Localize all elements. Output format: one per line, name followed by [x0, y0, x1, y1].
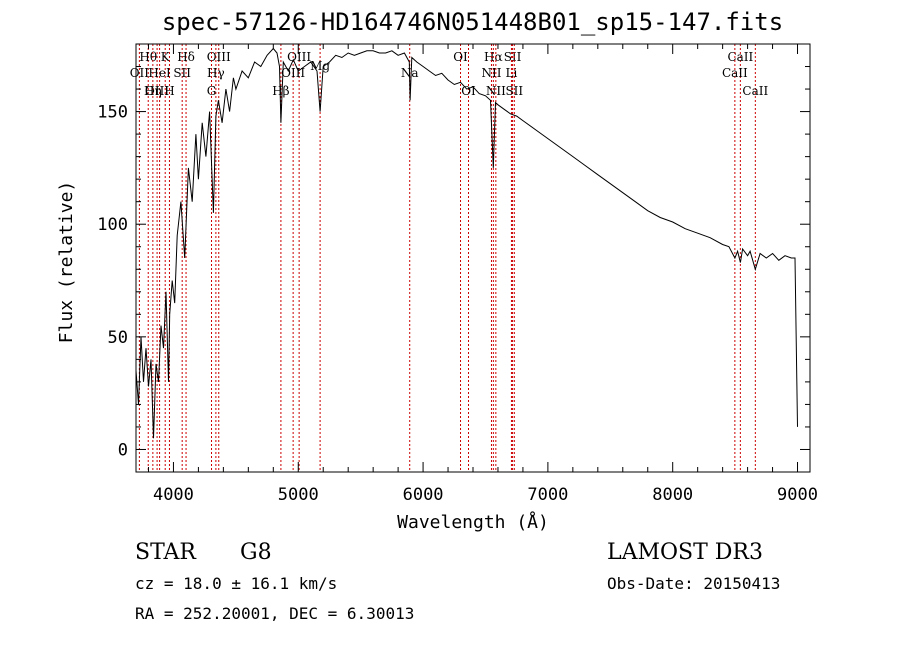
- line-marker-label-22: SII: [504, 50, 522, 64]
- redshift-readout: cz = 18.0 ± 16.1 km/s: [135, 574, 338, 593]
- y-axis-title: Flux (relative): [56, 181, 77, 344]
- line-marker-label-8: H: [164, 84, 174, 98]
- line-marker-label-5: Hη: [144, 84, 162, 98]
- line-marker-label-6: Hδ: [177, 50, 195, 64]
- spectrum-series: [135, 47, 798, 439]
- y-tick-label-100: 100: [97, 215, 128, 235]
- y-tick-label-50: 50: [108, 328, 128, 348]
- series-line-spectrum: [135, 47, 798, 439]
- line-marker-label-20: NII: [481, 66, 501, 80]
- line-marker-label-19: Hα: [484, 50, 503, 64]
- line-marker-label-11: G: [207, 84, 217, 98]
- line-marker-label-24: SII: [505, 84, 523, 98]
- y-tick-label-150: 150: [97, 103, 128, 123]
- chart-title: spec-57126-HD164746N051448B01_sp15-147.f…: [161, 8, 784, 36]
- line-marker-label-2: OIII: [145, 84, 169, 98]
- line-marker-label-26: CaII: [722, 66, 748, 80]
- line-marker-label-0: Hθ: [139, 50, 157, 64]
- x-tick-label-8000: 8000: [652, 485, 693, 505]
- line-markers: HθOIIOIIIKHeIHηHδSIIHOIIIHγGOIIIOIIIHβMg…: [130, 44, 768, 472]
- x-tick-label-9000: 9000: [777, 485, 818, 505]
- line-marker-label-21: NII: [486, 84, 506, 98]
- obs-date: Obs-Date: 20150413: [607, 574, 781, 593]
- line-marker-label-25: CaII: [727, 50, 753, 64]
- line-marker-label-4: HeI: [148, 66, 171, 80]
- x-tick-label-6000: 6000: [403, 485, 444, 505]
- x-tick-label-4000: 4000: [153, 485, 194, 505]
- object-class: STAR: [135, 540, 196, 565]
- axis-ticks: 4000 5000 6000 7000 8000 9000 0 50 100 150: [97, 44, 818, 505]
- line-marker-label-14: Hβ: [272, 84, 289, 98]
- y-tick-label-0: 0: [118, 440, 128, 460]
- line-marker-label-23: Li: [506, 66, 518, 80]
- plot-frame: [135, 43, 811, 473]
- survey-name: LAMOST DR3: [607, 540, 763, 565]
- x-axis-title: Wavelength (Å): [397, 511, 549, 533]
- coordinates: RA = 252.20001, DEC = 6.30013: [135, 604, 415, 623]
- line-marker-label-3: K: [161, 50, 171, 64]
- line-marker-label-9: OIII: [207, 50, 231, 64]
- x-tick-label-7000: 7000: [527, 485, 568, 505]
- line-marker-label-10: Hγ: [207, 66, 225, 80]
- line-marker-label-7: SII: [173, 66, 191, 80]
- object-subclass: G8: [240, 540, 272, 565]
- line-marker-label-15: Mg: [310, 59, 330, 73]
- line-marker-label-17: OI: [453, 50, 468, 64]
- x-tick-label-5000: 5000: [278, 485, 319, 505]
- line-marker-label-1: OII: [130, 66, 150, 80]
- line-marker-label-27: CaII: [742, 84, 768, 98]
- line-marker-label-12: OIII: [287, 50, 311, 64]
